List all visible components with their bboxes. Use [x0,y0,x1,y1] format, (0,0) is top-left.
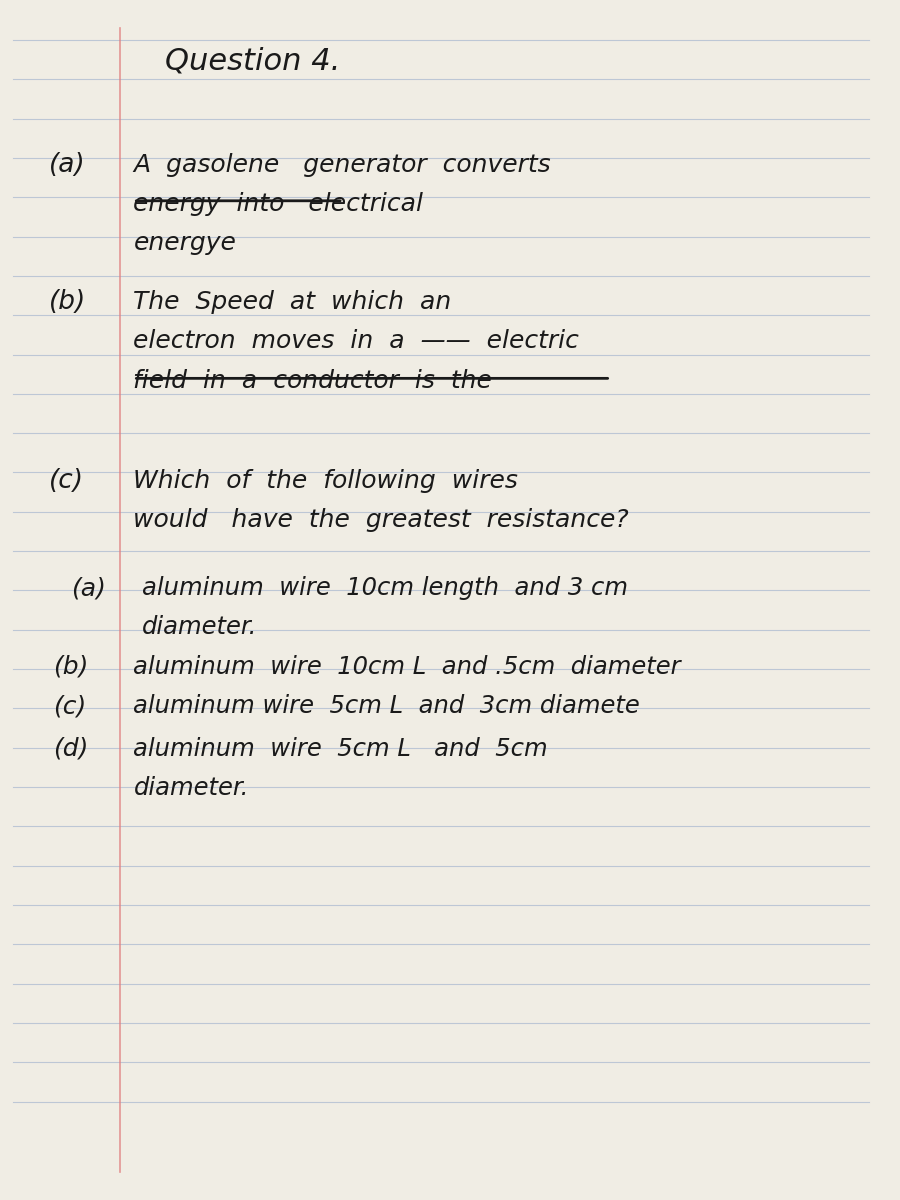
Text: Which  of  the  following  wires: Which of the following wires [133,469,518,493]
Text: (a): (a) [49,152,86,178]
Text: A  gasolene   generator  converts: A gasolene generator converts [133,154,551,178]
Text: (b): (b) [53,655,88,679]
Text: (b): (b) [49,289,86,316]
Text: aluminum  wire  10cm L  and .5cm  diameter: aluminum wire 10cm L and .5cm diameter [133,655,681,679]
Text: aluminum  wire  5cm L   and  5cm: aluminum wire 5cm L and 5cm [133,737,548,761]
Text: (a): (a) [71,576,106,600]
Text: diameter.: diameter. [133,776,248,800]
Text: diameter.: diameter. [142,616,257,640]
Text: The  Speed  at  which  an: The Speed at which an [133,290,452,314]
Text: aluminum  wire  10cm length  and 3 cm: aluminum wire 10cm length and 3 cm [142,576,628,600]
Text: Question 4.: Question 4. [165,47,340,76]
Text: energye: energye [133,230,237,254]
Text: (c): (c) [53,694,86,718]
Text: (d): (d) [53,737,88,761]
Text: electron  moves  in  a  ——  electric: electron moves in a —— electric [133,330,580,354]
Text: field  in  a  conductor  is  the: field in a conductor is the [133,368,492,392]
Text: would   have  the  greatest  resistance?: would have the greatest resistance? [133,508,629,532]
Text: energy  into   electrical: energy into electrical [133,192,424,216]
Text: (c): (c) [49,468,84,494]
Text: aluminum wire  5cm L  and  3cm diamete: aluminum wire 5cm L and 3cm diamete [133,694,640,718]
